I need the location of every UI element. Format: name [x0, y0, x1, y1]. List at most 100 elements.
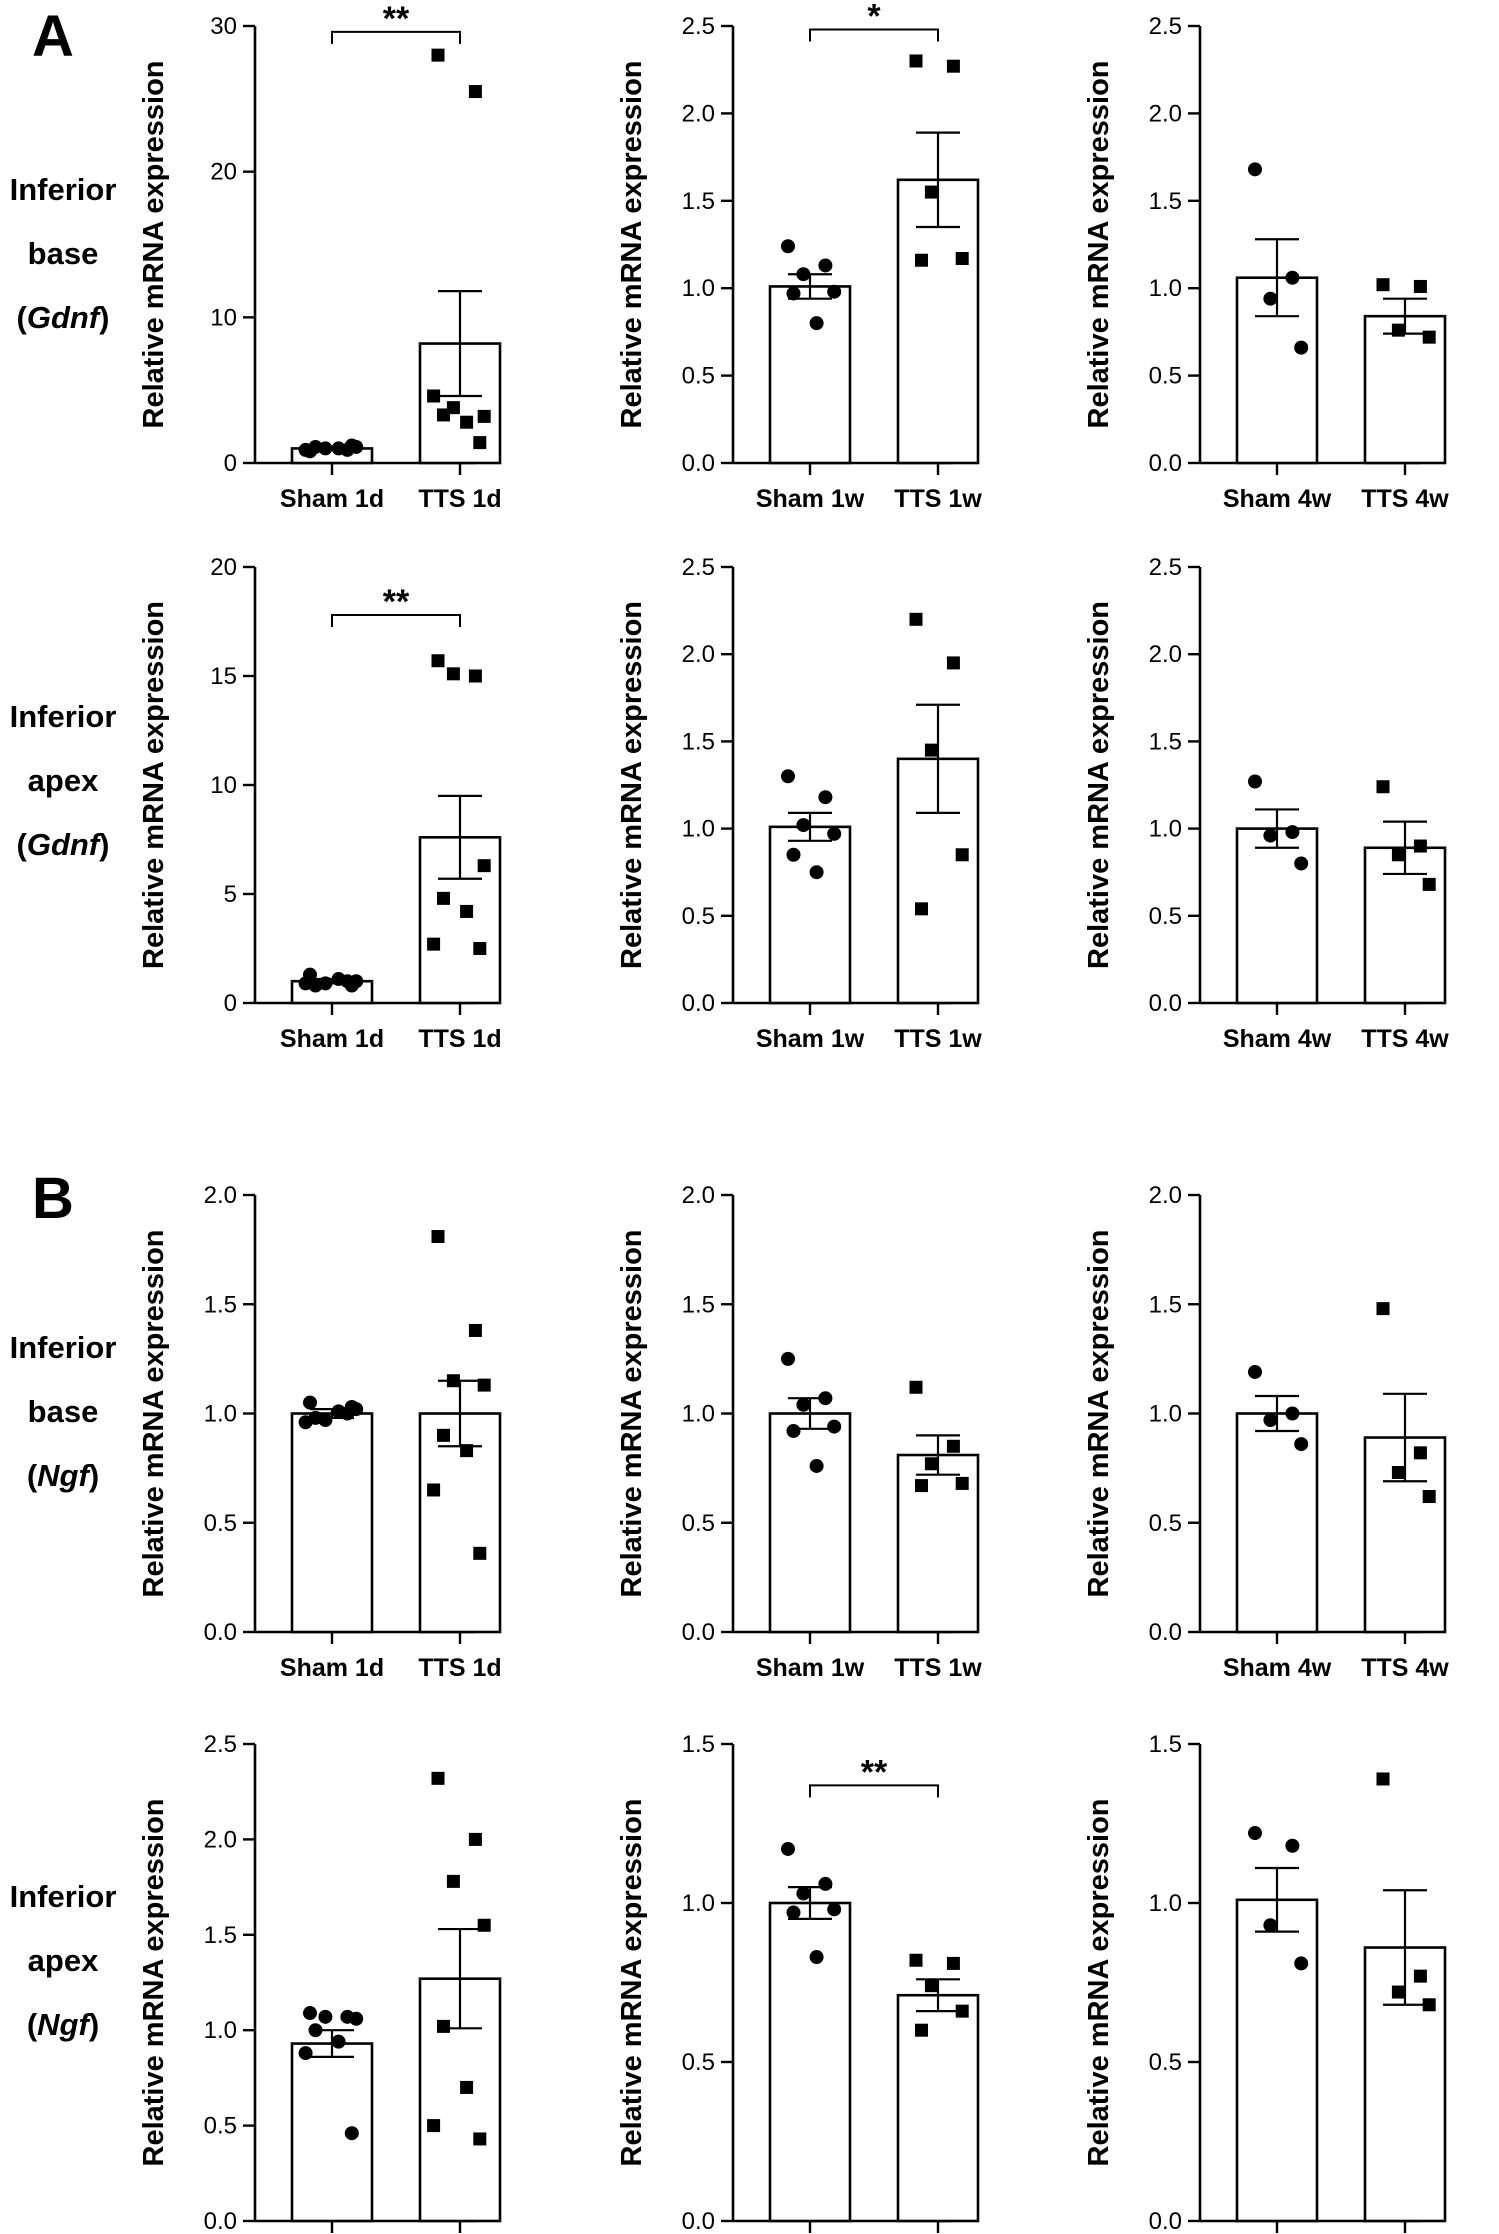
panel-letter-b: B: [32, 1166, 74, 1231]
y-axis-label: Relative mRNA expression: [1083, 60, 1115, 428]
bar-sham-1w: [768, 285, 852, 465]
data-point: [1422, 877, 1436, 891]
data-point: [427, 937, 441, 951]
data-point: [924, 1979, 938, 1993]
data-point: [781, 239, 795, 254]
y-tick-label: 10: [210, 304, 237, 331]
row-label-3: Inferior base (Ngf): [10, 1330, 117, 1493]
data-point: [1391, 1985, 1405, 1999]
row-label-line1: Inferior: [10, 699, 117, 734]
panel-letter-a: A: [32, 4, 74, 69]
y-tick-label: 1.0: [1149, 275, 1182, 302]
data-point: [460, 2080, 474, 2094]
data-point: [946, 656, 960, 670]
y-tick-label: 0.5: [682, 1510, 715, 1537]
data-point: [955, 2004, 969, 2018]
y-tick-label: 1.5: [682, 728, 715, 755]
y-tick-label: 5: [224, 881, 237, 908]
y-tick-label: 0.0: [1149, 1619, 1182, 1646]
row-label-line2: apex: [28, 1943, 99, 1978]
x-category-label: TTS 1d: [418, 1654, 501, 1682]
data-point: [781, 1841, 795, 1856]
y-axis-label: Relative mRNA expression: [138, 1798, 170, 2166]
data-point: [437, 891, 450, 905]
data-point: [437, 1428, 450, 1442]
y-tick-label: 2.5: [1149, 13, 1182, 40]
data-point: [318, 2009, 333, 2024]
x-category-label: Sham 1d: [280, 485, 384, 513]
data-point: [477, 1378, 491, 1392]
y-tick-label: 1.5: [1149, 188, 1182, 215]
x-category-label: Sham 1d: [280, 1654, 384, 1682]
x-category-label: Sham 1d: [280, 1025, 384, 1053]
data-point: [446, 667, 460, 681]
y-tick-label: 1.0: [1149, 1401, 1182, 1428]
data-point: [349, 2011, 364, 2026]
data-point: [344, 438, 359, 453]
y-tick-label: 1.5: [204, 1291, 237, 1318]
data-point: [331, 2034, 346, 2049]
y-tick-label: 2.5: [1149, 554, 1182, 581]
data-point: [1285, 1838, 1300, 1853]
data-point: [1391, 1465, 1405, 1479]
data-point: [1422, 1490, 1436, 1504]
data-point: [827, 284, 842, 299]
chart-grid: Relative mRNA expression 0 10 20 30 Sham 1d TT…: [138, 0, 1449, 2234]
y-axis-label: Relative mRNA expression: [138, 601, 170, 969]
y-tick-label: 0: [224, 990, 237, 1017]
y-tick-label: 10: [210, 772, 237, 799]
y-tick-label: 1.5: [1149, 1731, 1182, 1758]
data-point: [786, 847, 801, 862]
y-tick-label: 0.0: [1149, 450, 1182, 477]
row-label-line2: apex: [28, 763, 99, 798]
y-axis-label: Relative mRNA expression: [138, 1229, 170, 1597]
data-point: [477, 859, 491, 873]
y-tick-label: 1.0: [1149, 816, 1182, 843]
data-point: [1263, 1918, 1278, 1933]
data-point: [827, 826, 842, 841]
y-tick-label: 0.0: [682, 1619, 715, 1646]
data-point: [946, 1956, 960, 1970]
data-point: [818, 1391, 833, 1406]
data-point: [781, 769, 795, 784]
data-point: [460, 904, 474, 918]
data-point: [1248, 162, 1262, 177]
x-category-label: Sham 1w: [756, 1025, 865, 1053]
y-tick-label: 0.5: [1149, 903, 1182, 930]
y-tick-label: 0.0: [1149, 2208, 1182, 2234]
row-label-gene: (Gdnf): [17, 300, 110, 335]
y-tick-label: 0.0: [204, 1619, 237, 1646]
data-point: [437, 408, 450, 422]
row-label-gene: (Ngf): [27, 1458, 99, 1493]
data-point: [1248, 1826, 1262, 1841]
data-point: [344, 2126, 359, 2141]
significance-label: **: [383, 0, 410, 38]
y-tick-label: 0.0: [682, 990, 715, 1017]
data-point: [1391, 848, 1405, 862]
y-tick-label: 0.5: [682, 2049, 715, 2076]
y-tick-label: 1.5: [204, 1922, 237, 1949]
y-tick-label: 1.5: [682, 1291, 715, 1318]
y-tick-label: 20: [210, 554, 237, 581]
data-point: [1285, 825, 1300, 840]
x-category-label: Sham 1w: [756, 485, 865, 513]
data-point: [955, 848, 969, 862]
significance-label: **: [861, 1753, 888, 1791]
y-tick-label: 0.5: [204, 2113, 237, 2140]
data-point: [1376, 1302, 1390, 1316]
data-point: [818, 1876, 833, 1891]
row-label-4: Inferior apex (Ngf): [10, 1879, 117, 2042]
data-point: [298, 976, 313, 991]
x-category-label: TTS 4w: [1361, 1025, 1449, 1053]
y-tick-label: 15: [210, 663, 237, 690]
data-point: [1413, 279, 1427, 293]
row-label-gene-name: Gdnf: [27, 827, 102, 862]
data-point: [1413, 1446, 1427, 1460]
data-point: [344, 978, 359, 993]
significance-bracket: [331, 30, 461, 44]
x-category-label: Sham 1w: [756, 1654, 865, 1682]
data-point: [303, 2006, 317, 2021]
data-point: [431, 48, 445, 62]
chart-10: Relative mRNA expression 0.0 0.5 1.0 1.5 2.0 2…: [138, 1731, 502, 2234]
y-tick-label: 0: [224, 450, 237, 477]
